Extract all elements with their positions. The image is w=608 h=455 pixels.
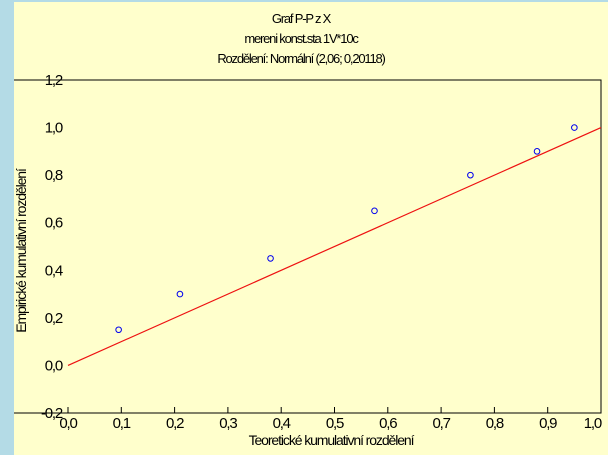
x-tick-label: 0,9 [539,415,557,432]
x-axis: 0,0 0,1 0,2 0,3 0,4 0,5 0,6 0,7 0,8 0,9 1,0 [59,407,603,432]
y-axis-label: Empirické kumulativní rozdělení [14,168,29,333]
data-point [371,207,378,215]
x-tick-label: 0,4 [273,415,291,432]
y-tick-label: 0,0 [45,357,63,374]
reference-line [67,127,602,366]
chart-title-line-1: Graf P-P z X [272,11,332,26]
x-tick-label: 0,1 [113,415,131,432]
y-tick-label: 0,2 [45,310,63,327]
y-tick-label: 0,6 [45,215,63,232]
data-point [571,124,578,131]
y-tick-label: 1,0 [45,120,63,137]
data-point [533,148,541,155]
x-axis-label: Teoretické kumulativní rozdělení [249,432,415,448]
data-point [176,290,184,298]
data-points [115,124,578,334]
x-tick-label: 0,8 [486,415,504,432]
data-point [267,255,274,262]
chart-title-line-3: Rozdělení: Normální (2,06; 0,20118) [217,51,385,66]
x-tick-label: 0,7 [432,415,450,432]
y-tick-label: -0,2 [41,405,63,422]
pp-plot: Graf P-P z X mereni konst.sta 1V*10c Roz… [14,11,603,448]
plot-area [14,79,602,414]
y-tick-label: 1,2 [45,72,63,89]
x-tick-label: 0,0 [59,415,77,432]
data-point [115,326,122,334]
x-tick-label: 0,6 [379,415,397,432]
x-tick-label: 0,2 [166,415,184,432]
y-tick-label: 0,4 [45,262,63,279]
x-tick-label: 1,0 [584,415,602,432]
x-tick-label: 0,3 [219,415,237,432]
chart-title-line-2: mereni konst.sta 1V*10c [244,31,359,46]
x-tick-label: 0,5 [326,415,344,432]
data-point [467,171,474,179]
y-tick-label: 0,8 [45,167,63,184]
chart-frame: Graf P-P z X mereni konst.sta 1V*10c Roz… [14,2,608,455]
y-axis: -0,2 0,0 0,2 0,4 0,6 0,8 1,0 1,2 [41,72,64,422]
